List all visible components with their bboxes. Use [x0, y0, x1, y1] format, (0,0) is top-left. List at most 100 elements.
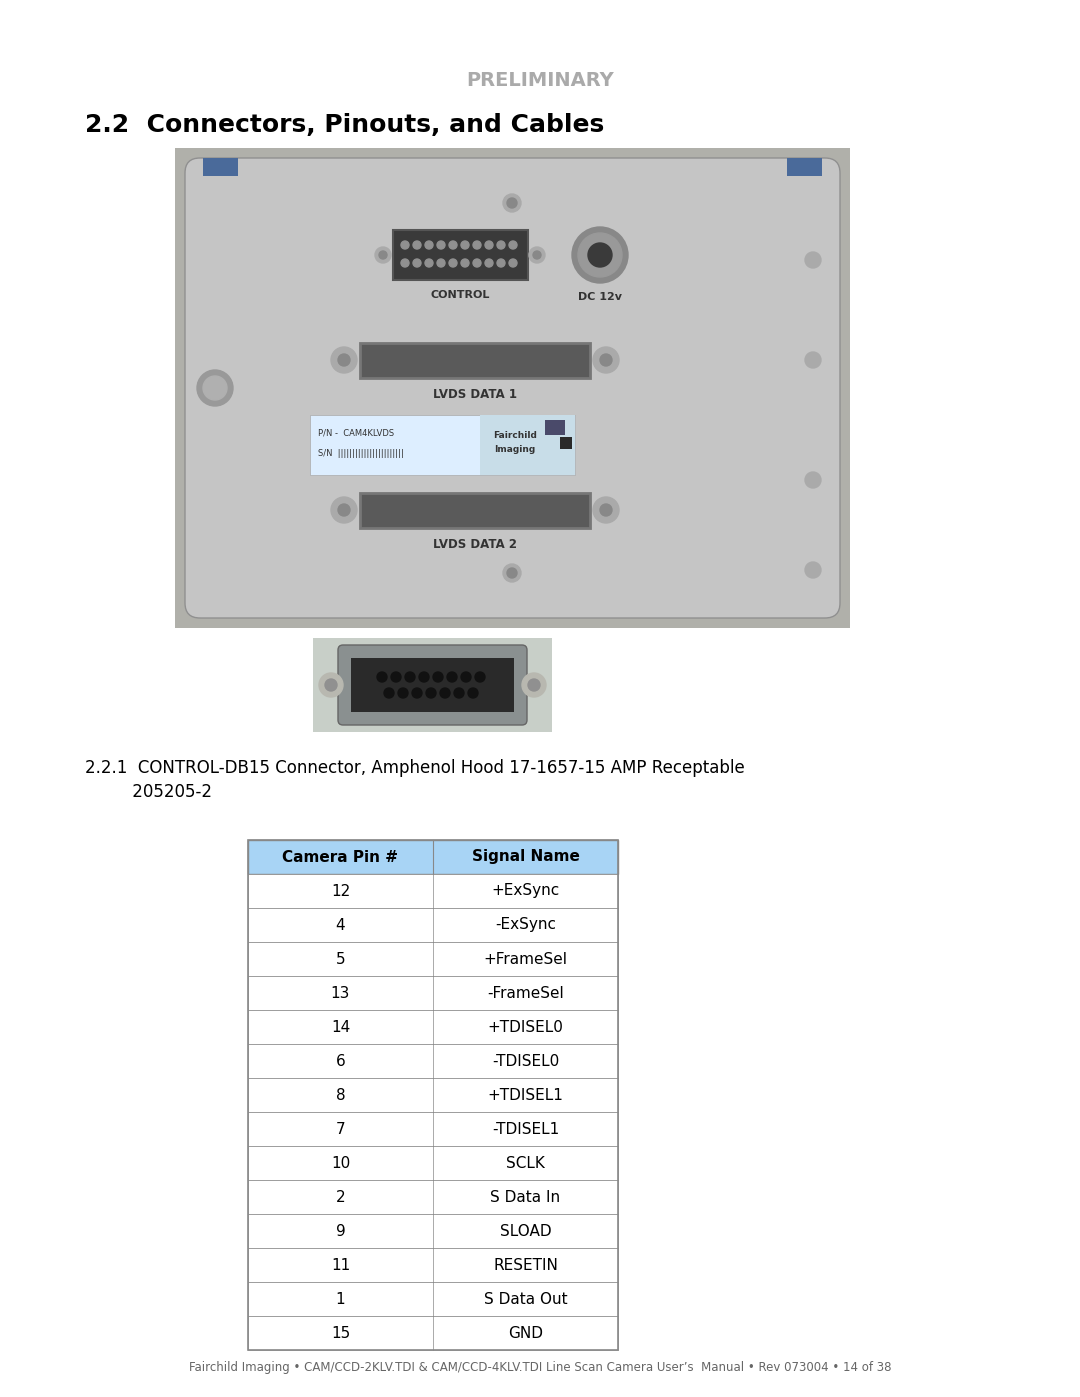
Text: 205205-2: 205205-2	[85, 782, 212, 800]
Bar	[248, 1248, 618, 1282]
Circle shape	[593, 497, 619, 522]
Text: +FrameSel: +FrameSel	[484, 951, 567, 967]
Text: -ExSync: -ExSync	[495, 918, 556, 933]
Text: GND: GND	[508, 1326, 543, 1341]
Circle shape	[509, 242, 517, 249]
Circle shape	[534, 251, 541, 258]
Bar	[248, 1180, 618, 1214]
Text: S Data Out: S Data Out	[484, 1291, 567, 1306]
Text: PRELIMINARY: PRELIMINARY	[467, 70, 613, 89]
Text: 4: 4	[336, 918, 346, 933]
Text: Signal Name: Signal Name	[472, 849, 580, 865]
Circle shape	[497, 242, 505, 249]
Text: -TDISEL1: -TDISEL1	[491, 1122, 559, 1137]
Circle shape	[461, 258, 469, 267]
Circle shape	[593, 346, 619, 373]
Text: 5: 5	[336, 951, 346, 967]
Text: 2.2.1  CONTROL-DB15 Connector, Amphenol Hood 17-1657-15 AMP Receptable: 2.2.1 CONTROL-DB15 Connector, Amphenol H…	[85, 759, 745, 777]
Bar	[248, 908, 618, 942]
Circle shape	[475, 672, 485, 682]
Bar	[248, 1044, 618, 1078]
Bar	[360, 344, 590, 379]
Circle shape	[426, 258, 433, 267]
Text: +ExSync: +ExSync	[491, 883, 559, 898]
Circle shape	[497, 258, 505, 267]
Circle shape	[401, 258, 409, 267]
Circle shape	[485, 258, 492, 267]
Circle shape	[330, 346, 357, 373]
Text: 9: 9	[336, 1224, 346, 1239]
Circle shape	[426, 242, 433, 249]
Circle shape	[391, 672, 401, 682]
Text: S/N  |||||||||||||||||||||||: S/N |||||||||||||||||||||||	[318, 448, 404, 457]
Bar	[248, 1146, 618, 1180]
Circle shape	[377, 672, 387, 682]
Circle shape	[528, 679, 540, 692]
Text: DC 12v: DC 12v	[578, 292, 622, 302]
Circle shape	[588, 243, 612, 267]
Text: +TDISEL0: +TDISEL0	[487, 1020, 564, 1035]
Text: S Data In: S Data In	[490, 1189, 561, 1204]
Bar	[351, 658, 514, 712]
Circle shape	[399, 687, 408, 698]
Circle shape	[468, 687, 478, 698]
Text: +TDISEL1: +TDISEL1	[487, 1087, 564, 1102]
Circle shape	[473, 258, 481, 267]
Text: LVDS DATA 2: LVDS DATA 2	[433, 538, 517, 552]
Circle shape	[401, 242, 409, 249]
Circle shape	[447, 672, 457, 682]
Circle shape	[411, 687, 422, 698]
Circle shape	[805, 562, 821, 578]
Bar	[313, 638, 552, 732]
Bar	[480, 415, 575, 475]
Bar	[248, 977, 618, 1010]
Bar	[248, 1112, 618, 1146]
Text: Fairchild: Fairchild	[494, 430, 537, 440]
Bar	[310, 415, 575, 475]
Bar	[248, 1316, 618, 1350]
Text: -FrameSel: -FrameSel	[487, 985, 564, 1000]
Circle shape	[461, 242, 469, 249]
Text: -TDISEL0: -TDISEL0	[491, 1053, 559, 1069]
Circle shape	[503, 564, 521, 583]
Circle shape	[338, 353, 350, 366]
Circle shape	[522, 673, 546, 697]
Circle shape	[433, 672, 443, 682]
Circle shape	[600, 504, 612, 515]
Bar	[248, 1214, 618, 1248]
Circle shape	[437, 242, 445, 249]
Bar	[203, 158, 238, 176]
Circle shape	[325, 679, 337, 692]
Text: 6: 6	[336, 1053, 346, 1069]
Bar	[787, 158, 822, 176]
Circle shape	[338, 504, 350, 515]
Circle shape	[805, 472, 821, 488]
Text: 10: 10	[330, 1155, 350, 1171]
Circle shape	[375, 247, 391, 263]
Text: Fairchild Imaging • CAM/CCD-2KLV.TDI & CAM/CCD-4KLV.TDI Line Scan Camera User’s : Fairchild Imaging • CAM/CCD-2KLV.TDI & C…	[189, 1362, 891, 1375]
Text: SLOAD: SLOAD	[500, 1224, 551, 1239]
Bar	[248, 840, 618, 875]
Circle shape	[426, 687, 436, 698]
Text: 15: 15	[330, 1326, 350, 1341]
Circle shape	[572, 226, 627, 284]
Circle shape	[529, 247, 545, 263]
Bar	[248, 942, 618, 977]
Bar	[248, 1282, 618, 1316]
Text: Imaging: Imaging	[495, 444, 536, 454]
Bar	[360, 493, 590, 528]
Circle shape	[449, 242, 457, 249]
Circle shape	[413, 258, 421, 267]
Text: Camera Pin #: Camera Pin #	[283, 849, 399, 865]
Text: SCLK: SCLK	[507, 1155, 545, 1171]
Bar	[248, 840, 618, 1350]
Text: CONTROL: CONTROL	[430, 291, 489, 300]
Bar	[561, 437, 572, 448]
Bar	[248, 1078, 618, 1112]
FancyBboxPatch shape	[338, 645, 527, 725]
Bar	[248, 1010, 618, 1044]
Circle shape	[507, 198, 517, 208]
Text: 2: 2	[336, 1189, 346, 1204]
Text: 2.2  Connectors, Pinouts, and Cables: 2.2 Connectors, Pinouts, and Cables	[85, 113, 604, 137]
Circle shape	[805, 352, 821, 367]
